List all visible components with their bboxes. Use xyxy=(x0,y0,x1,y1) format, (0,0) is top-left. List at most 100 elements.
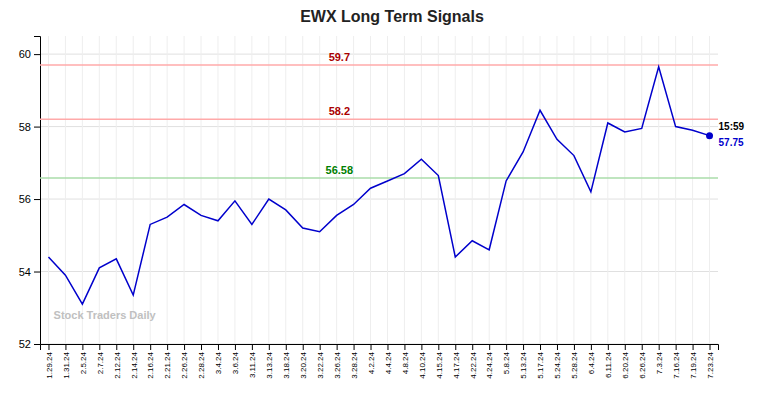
x-tick-label: 7.23.24 xyxy=(706,351,715,378)
x-tick-mark xyxy=(167,344,168,350)
x-tick-label: 2.7.24 xyxy=(96,351,105,374)
y-tick: 56 xyxy=(19,193,40,205)
last-price: 57.75 xyxy=(719,137,744,148)
x-tick: 2.5.24 xyxy=(79,344,88,374)
x-tick-mark xyxy=(557,344,558,350)
watermark: Stock Traders Daily xyxy=(54,309,157,321)
x-tick: 2.26.24 xyxy=(180,344,189,379)
x-tick-label: 4.24.24 xyxy=(485,351,494,378)
x-tick-label: 2.26.24 xyxy=(180,351,189,378)
x-tick: 2.28.24 xyxy=(197,344,206,379)
x-tick-label: 1.29.24 xyxy=(45,351,54,378)
x-tick-mark xyxy=(252,344,253,350)
hline-label: 59.7 xyxy=(329,51,350,63)
x-tick-label: 3.18.24 xyxy=(282,351,291,378)
x-tick-label: 3.4.24 xyxy=(214,351,223,374)
grid-line-x xyxy=(387,36,388,344)
x-tick: 6.11.24 xyxy=(604,344,613,378)
x-tick-mark xyxy=(235,344,236,350)
x-tick: 4.4.24 xyxy=(384,344,393,374)
x-tick-label: 3.6.24 xyxy=(231,351,240,374)
x-tick: 5.8.24 xyxy=(502,344,511,374)
grid-line-x xyxy=(167,36,168,344)
x-tick-mark xyxy=(404,344,405,350)
x-tick-mark xyxy=(625,344,626,350)
x-tick-label: 1.31.24 xyxy=(62,351,71,378)
grid-line-x xyxy=(540,36,541,344)
grid-line-x xyxy=(133,36,134,344)
x-tick-mark xyxy=(506,344,507,350)
x-tick-label: 4.8.24 xyxy=(401,351,410,374)
x-tick: 4.24.24 xyxy=(485,344,494,379)
x-tick: 5.17.24 xyxy=(536,344,545,379)
x-tick-label: 3.26.24 xyxy=(333,351,342,378)
x-tick-mark xyxy=(438,344,439,350)
title: EWX Long Term Signals xyxy=(300,8,484,25)
x-tick-label: 3.20.24 xyxy=(299,351,308,378)
x-tick: 3.11.24 xyxy=(248,344,257,378)
x-tick-mark xyxy=(693,344,694,350)
grid-line-x xyxy=(336,36,337,344)
hline xyxy=(40,177,718,179)
x-tick-mark xyxy=(523,344,524,350)
grid-line-x xyxy=(523,36,524,344)
x-tick: 6.4.24 xyxy=(587,344,596,374)
x-tick: 4.2.24 xyxy=(367,344,376,374)
x-tick: 3.4.24 xyxy=(214,344,223,374)
x-tick-mark xyxy=(82,344,83,350)
grid-line-x xyxy=(438,36,439,344)
grid-line-y xyxy=(40,199,718,200)
hline xyxy=(40,119,718,121)
x-tick-label: 4.17.24 xyxy=(452,351,461,378)
x-tick-label: 6.26.24 xyxy=(638,351,647,378)
x-tick-mark xyxy=(421,344,422,350)
grid-line-x xyxy=(48,36,49,344)
x-tick: 2.16.24 xyxy=(146,344,155,379)
grid-line-y xyxy=(40,54,718,55)
y-tick: 58 xyxy=(19,121,40,133)
y-tick-label: 52 xyxy=(19,338,31,350)
x-tick-label: 5.17.24 xyxy=(536,351,545,378)
y-tick-mark xyxy=(34,272,40,273)
grid-line-x xyxy=(217,36,218,344)
grid-line-x xyxy=(65,36,66,344)
x-tick: 4.15.24 xyxy=(435,344,444,379)
grid-line-x xyxy=(607,36,608,344)
grid-line-x xyxy=(472,36,473,344)
x-tick: 2.7.24 xyxy=(96,344,105,374)
x-tick-mark xyxy=(218,344,219,350)
line xyxy=(48,67,709,304)
x-tick: 3.18.24 xyxy=(282,344,291,379)
y-tick: 54 xyxy=(19,266,40,278)
grid-line-x xyxy=(506,36,507,344)
grid-line-x xyxy=(82,36,83,344)
grid-line-x xyxy=(421,36,422,344)
x-tick-label: 7.3.24 xyxy=(655,351,664,374)
x-tick: 4.22.24 xyxy=(469,344,478,379)
x-tick: 5.24.24 xyxy=(553,344,562,379)
grid-line-y xyxy=(40,271,718,272)
x-tick-mark xyxy=(286,344,287,350)
grid-line-x xyxy=(184,36,185,344)
x-tick-label: 5.13.24 xyxy=(519,351,528,378)
y-axis: 5254565860 xyxy=(19,37,41,351)
x-tick-mark xyxy=(540,344,541,350)
y-axis-line xyxy=(34,37,41,345)
grid-line-x xyxy=(489,36,490,344)
grid-line-x xyxy=(624,36,625,344)
x-tick: 1.31.24 xyxy=(62,344,71,379)
x-tick-label: 2.28.24 xyxy=(197,351,206,378)
x-tick-mark xyxy=(269,344,270,350)
grid-line-x xyxy=(641,36,642,344)
x-axis: 1.29.241.31.242.5.242.7.242.12.242.14.24… xyxy=(41,344,719,379)
grid-line-x xyxy=(353,36,354,344)
x-tick-mark xyxy=(116,344,117,350)
x-tick-label: 3.22.24 xyxy=(316,351,325,378)
grid-line-x xyxy=(319,36,320,344)
x-tick: 4.17.24 xyxy=(452,344,461,379)
x-tick: 5.13.24 xyxy=(519,344,528,379)
x-tick-mark xyxy=(184,344,185,350)
grid-line-x xyxy=(150,36,151,344)
x-tick: 6.26.24 xyxy=(638,344,647,379)
x-tick: 7.23.24 xyxy=(706,344,715,379)
